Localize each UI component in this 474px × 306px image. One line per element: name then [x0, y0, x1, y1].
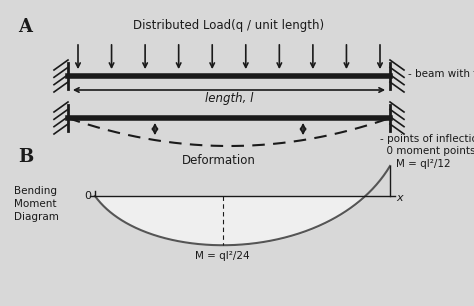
Text: Deformation: Deformation — [182, 154, 256, 167]
Text: x: x — [396, 193, 402, 203]
Text: Bending
Moment
Diagram: Bending Moment Diagram — [14, 186, 59, 222]
Text: M = ql²/12: M = ql²/12 — [396, 159, 451, 169]
Text: M = ql²/24: M = ql²/24 — [195, 251, 250, 261]
Text: B: B — [18, 148, 33, 166]
Text: A: A — [18, 18, 32, 36]
Text: - points of inflection match
  0 moment points: - points of inflection match 0 moment po… — [380, 134, 474, 155]
Text: 0: 0 — [84, 191, 91, 201]
Text: length, l: length, l — [205, 92, 253, 105]
Text: Distributed Load(q / unit length): Distributed Load(q / unit length) — [134, 19, 325, 32]
Text: - beam with fixed ends: - beam with fixed ends — [408, 69, 474, 79]
